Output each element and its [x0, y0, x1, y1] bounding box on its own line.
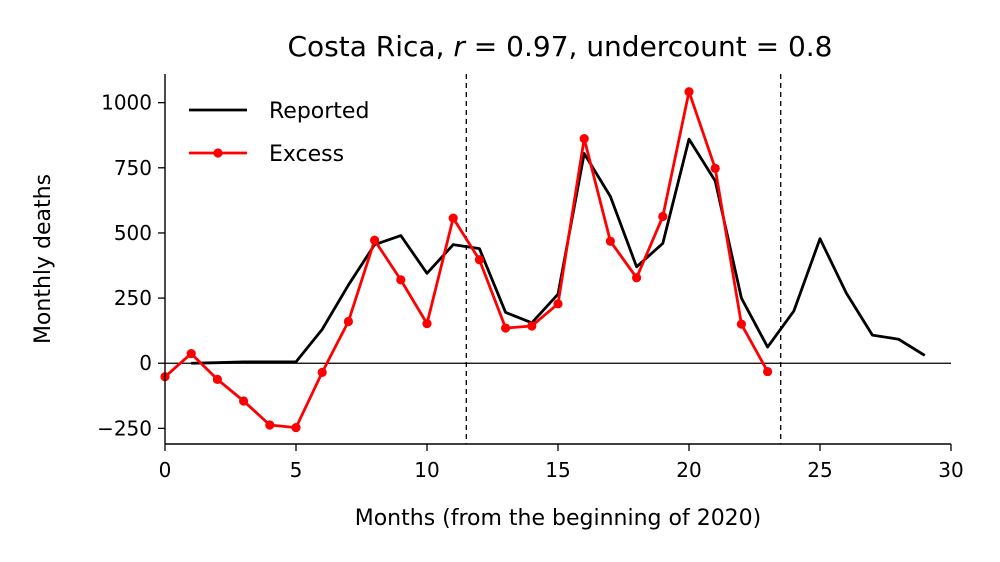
- chart-title: Costa Rica, r = 0.97, undercount = 0.8: [287, 30, 832, 63]
- excess-point: [527, 321, 537, 331]
- excess-point: [632, 273, 642, 283]
- y-tick-label: 250: [114, 286, 152, 310]
- y-tick-label: 0: [139, 351, 152, 375]
- y-tick-label: 750: [114, 156, 152, 180]
- vertical-lines-layer: [465, 74, 782, 444]
- excess-point: [212, 374, 222, 384]
- x-tick-label: 30: [938, 458, 963, 482]
- excess-point: [763, 366, 773, 377]
- legend-excess-label: Excess: [269, 142, 344, 167]
- excess-point: [684, 87, 694, 97]
- excess-point: [474, 255, 484, 265]
- excess-point: [186, 348, 196, 359]
- excess-point: [370, 235, 380, 245]
- excess-point: [736, 319, 747, 329]
- excess-point: [396, 275, 406, 285]
- x-tick-label: 0: [159, 458, 172, 482]
- ticks-layer: 0 5 10 15 20 25 30 −250 0 250 500 750 1000: [97, 91, 964, 482]
- x-tick-label: 15: [545, 458, 570, 482]
- excess-point: [553, 299, 563, 309]
- excess-point: [422, 319, 432, 329]
- y-tick-label: −250: [97, 416, 152, 440]
- axes-layer: [164, 74, 951, 445]
- excess-series-line: [164, 90, 769, 429]
- reported-series-line: [191, 137, 926, 365]
- y-tick-label: 1000: [101, 91, 152, 115]
- excess-point: [317, 367, 327, 377]
- excess-point: [658, 211, 668, 222]
- x-tick-label: 25: [807, 458, 832, 482]
- x-axis-label: Months (from the beginning of 2020): [355, 506, 762, 531]
- series-layer: [160, 87, 926, 433]
- excess-point: [265, 420, 275, 430]
- excess-point: [710, 163, 720, 173]
- x-tick-label: 20: [676, 458, 701, 482]
- legend-reported-label: Reported: [269, 99, 369, 124]
- x-tick-label: 10: [414, 458, 439, 482]
- excess-point: [448, 213, 458, 223]
- excess-point: [239, 396, 249, 406]
- x-tick-label: 5: [290, 458, 303, 482]
- y-tick-label: 500: [114, 221, 152, 245]
- y-axis-label: Monthly deaths: [31, 174, 56, 344]
- excess-point: [343, 316, 353, 327]
- legend-excess-marker: [213, 148, 223, 158]
- excess-point: [291, 422, 301, 433]
- excess-point: [579, 134, 589, 144]
- legend: Reported Excess: [189, 99, 369, 167]
- excess-point: [605, 236, 616, 246]
- excess-point: [501, 323, 511, 333]
